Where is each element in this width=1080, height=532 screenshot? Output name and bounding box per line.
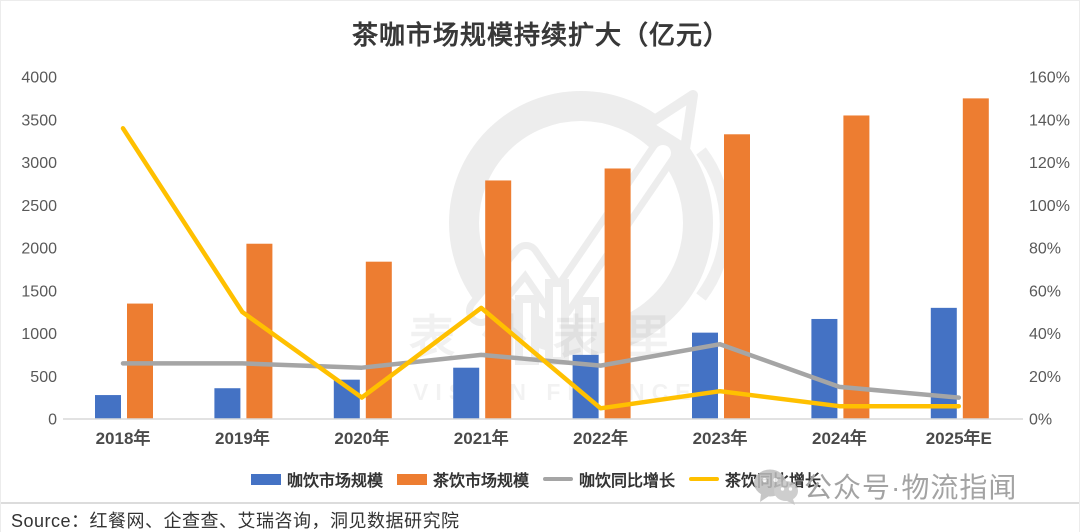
x-axis-label: 2025年E: [926, 428, 992, 448]
x-axis-label: 2018年: [96, 428, 151, 448]
bar-茶饮市场规模: [962, 98, 989, 419]
y-axis-label: 0: [48, 412, 57, 429]
bar-咖饮市场规模: [95, 395, 121, 419]
y2-axis-label: 80%: [1029, 241, 1061, 258]
bar-茶饮市场规模: [604, 168, 631, 419]
y2-axis-label: 100%: [1029, 198, 1070, 215]
divider: [1, 502, 1079, 504]
source-label: Source：: [11, 511, 90, 531]
legend-item: 咖饮市场规模: [251, 467, 383, 491]
wechat-account-badge: 公众号·物流指闻: [753, 468, 1017, 505]
legend-item: 茶饮市场规模: [397, 467, 529, 491]
y-axis-label: 500: [30, 369, 57, 386]
line-茶饮同比增长: [120, 126, 962, 411]
legend-label: 咖饮同比增长: [579, 473, 676, 490]
x-axis-label: 2024年: [812, 428, 867, 448]
y2-axis-label: 40%: [1029, 326, 1061, 343]
chart-title: 茶咖市场规模持续扩大（亿元）: [351, 20, 730, 50]
x-axis-label: 2019年: [215, 428, 270, 448]
x-axis-label: 2021年: [454, 428, 509, 448]
legend-swatch: [543, 477, 574, 481]
y2-axis-label: 140%: [1029, 112, 1070, 129]
y-axis-label: 2000: [21, 241, 57, 258]
legend-swatch: [689, 477, 720, 481]
y-axis-label: 3000: [21, 155, 57, 172]
y-axis-label: 1000: [21, 326, 57, 343]
bar-咖饮市场规模: [453, 367, 480, 419]
y-axis-label: 3500: [21, 112, 57, 129]
legend-label: 咖饮市场规模: [287, 473, 384, 490]
y-axis-label: 2500: [21, 198, 57, 215]
bar-茶饮市场规模: [724, 134, 750, 419]
y2-axis-label: 20%: [1029, 369, 1061, 386]
x-axis-label: 2022年: [573, 428, 628, 448]
x-axis-label: 2023年: [693, 428, 748, 448]
y2-axis-label: 160%: [1029, 70, 1070, 87]
bar-茶饮市场规模: [485, 180, 512, 419]
bar-茶饮市场规模: [365, 261, 392, 419]
legend-swatch: [251, 473, 281, 485]
bar-茶饮市场规模: [843, 115, 870, 419]
bar-咖饮市场规模: [214, 388, 241, 419]
plot-area: 0 500 1000 1500 2000 2500 3000 3500 4000 0% 20% 40%…: [21, 70, 1070, 449]
wechat-account-name: 公众号·物流指闻: [804, 472, 1018, 503]
bar-咖饮市场规模: [930, 307, 957, 419]
legend-swatch: [397, 473, 428, 485]
legend-item: 咖饮同比增长: [543, 467, 675, 491]
y-axis-label: 4000: [21, 70, 57, 87]
x-axis-label: 2020年: [334, 428, 389, 448]
y2-axis-label: 120%: [1029, 155, 1070, 172]
chart-legend: 咖饮市场规模茶饮市场规模咖饮同比增长茶饮同比增长: [251, 467, 821, 491]
y2-axis-label: 60%: [1029, 283, 1061, 300]
source-line: Source：红餐网、企查查、艾瑞咨询，洞见数据研究院: [11, 507, 460, 532]
source-text: 红餐网、企查查、艾瑞咨询，洞见数据研究院: [89, 511, 460, 531]
y-axis-label: 1500: [21, 283, 57, 300]
wechat-icon: [754, 469, 798, 505]
legend-label: 茶饮市场规模: [433, 473, 530, 490]
y2-axis-label: 0%: [1029, 412, 1052, 429]
